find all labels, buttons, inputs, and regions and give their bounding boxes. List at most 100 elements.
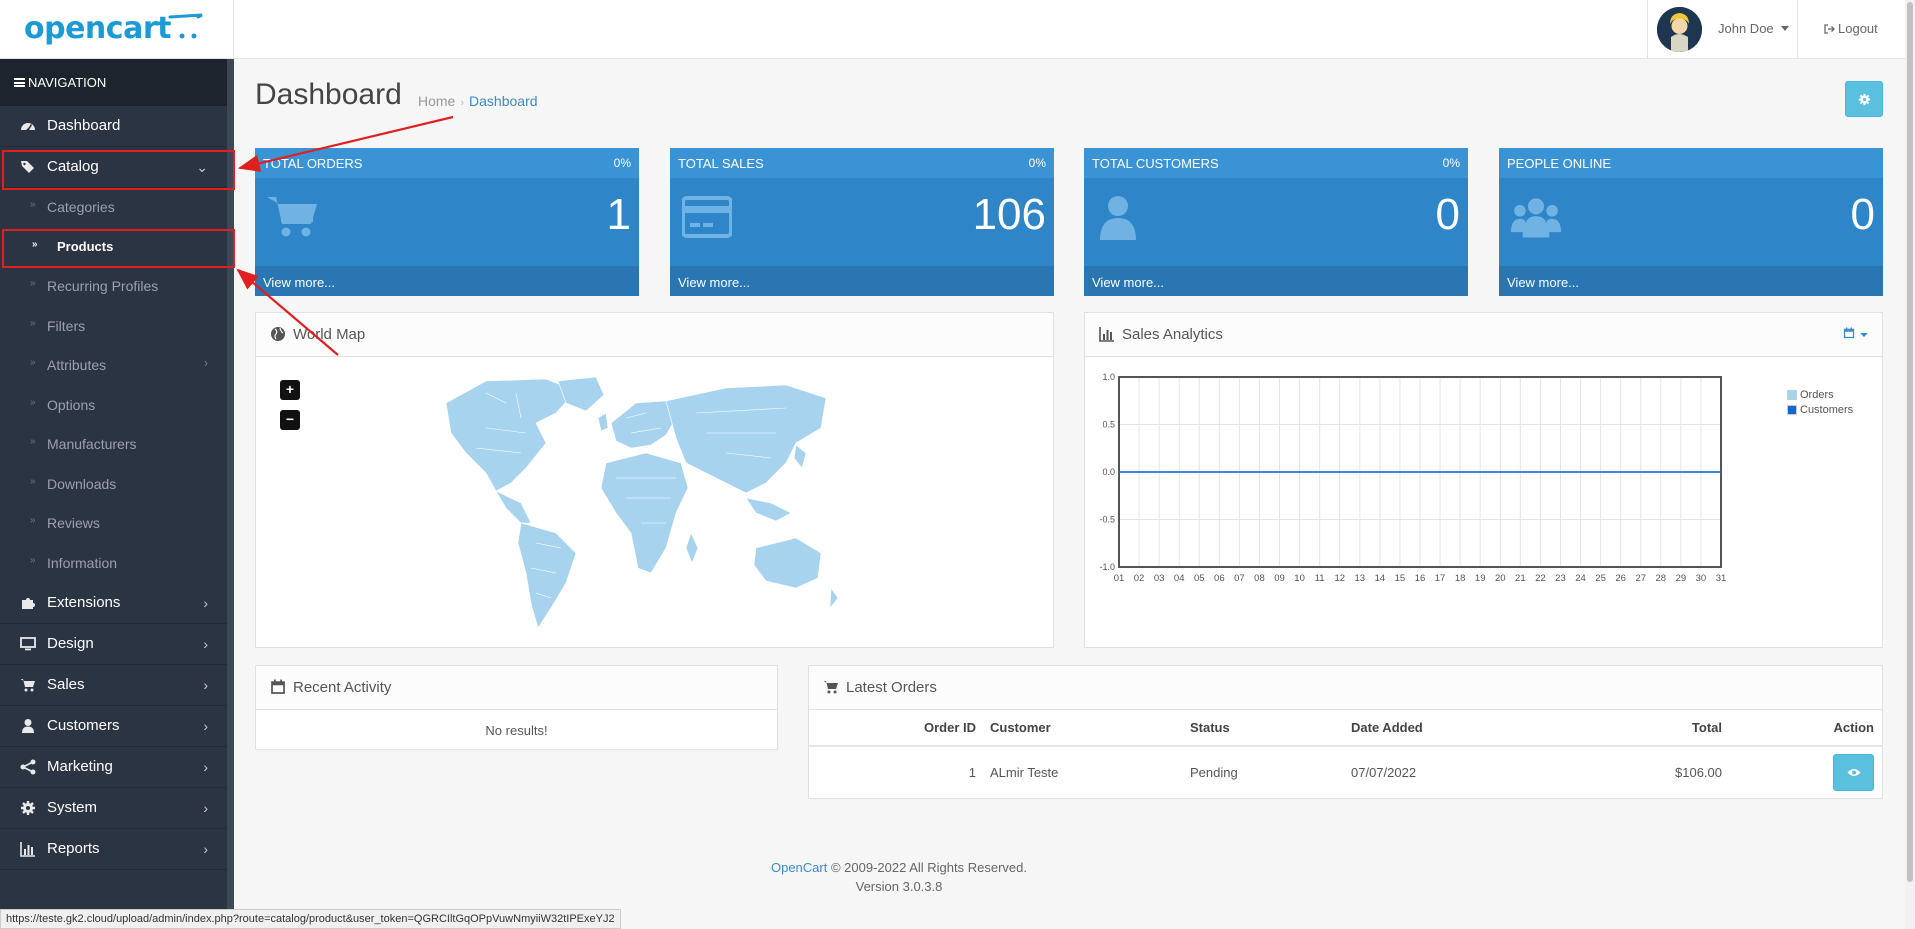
y-tick-label: 0.0: [1102, 467, 1115, 477]
sidebar-item-system[interactable]: System ›: [0, 788, 234, 829]
top-header: opencart John Doe Logout: [0, 0, 1905, 59]
sidebar-subitem-categories[interactable]: » Categories: [0, 188, 234, 228]
sidebar-subitem-label: Products: [57, 238, 114, 254]
x-tick-label: 17: [1435, 573, 1446, 584]
x-tick-label: 13: [1355, 573, 1366, 584]
breadcrumb-current[interactable]: Dashboard: [469, 93, 538, 109]
x-tick-label: 09: [1274, 573, 1285, 584]
tile-percent: 0%: [1442, 156, 1460, 170]
sales-analytics-panel: Sales Analytics 1.0 0.5 0.0 -0.5 -1.0 01 02 03 0…: [1084, 312, 1883, 648]
footer-brand-link[interactable]: OpenCart: [770, 860, 828, 875]
double-chevron-icon: »: [30, 317, 36, 329]
settings-button[interactable]: [1845, 81, 1883, 117]
sidebar-item-reports[interactable]: Reports ›: [0, 829, 234, 870]
page-scrollbar[interactable]: [1905, 0, 1915, 929]
sidebar-scrollbar[interactable]: [227, 59, 234, 929]
sidebar-item-label: Catalog: [47, 158, 99, 175]
double-chevron-icon: »: [30, 475, 36, 487]
view-more-link[interactable]: View more...: [1507, 275, 1580, 290]
column-header-date-added[interactable]: Date Added: [1351, 710, 1531, 747]
view-order-button[interactable]: [1833, 754, 1874, 791]
sidebar-subitem-label: Information: [47, 554, 118, 571]
chevron-right-icon: ›: [203, 595, 208, 611]
x-tick-label: 31: [1716, 573, 1727, 584]
user-menu[interactable]: John Doe: [1647, 0, 1797, 59]
column-header-action: Action: [1722, 710, 1882, 747]
sidebar-subitem-options[interactable]: » Options: [0, 385, 234, 425]
tile-total-customers: TOTAL CUSTOMERS 0% 0 View more...: [1084, 148, 1468, 296]
y-tick-label: -1.0: [1099, 562, 1115, 572]
view-more-link[interactable]: View more...: [263, 275, 336, 290]
world-map[interactable]: [426, 373, 846, 633]
logo[interactable]: opencart: [0, 0, 234, 59]
tile-title: TOTAL CUSTOMERS: [1092, 156, 1219, 171]
bar-chart-icon: [20, 842, 35, 857]
sidebar-subitem-label: Options: [47, 396, 96, 413]
sidebar-item-sales[interactable]: Sales ›: [0, 665, 234, 706]
double-chevron-icon: »: [30, 199, 36, 210]
chevron-right-icon: ›: [203, 800, 208, 816]
double-chevron-icon: »: [30, 436, 36, 447]
sidebar-item-label: System: [47, 799, 98, 816]
sidebar-item-extensions[interactable]: Extensions ›: [0, 583, 234, 624]
sidebar-item-design[interactable]: Design ›: [0, 624, 234, 665]
cart-icon: [20, 679, 35, 692]
tile-value: 106: [972, 190, 1046, 239]
chevron-right-icon: ›: [203, 677, 208, 693]
x-tick-label: 16: [1415, 573, 1426, 584]
sidebar-subitem-recurring-profiles[interactable]: » Recurring Profiles: [0, 267, 234, 307]
sidebar-subitem-label: Filters: [47, 317, 86, 334]
panel-title: Recent Activity: [293, 679, 392, 696]
chevron-right-icon: ›: [203, 759, 208, 775]
x-tick-label: 14: [1375, 573, 1386, 584]
calendar-icon: [1843, 327, 1855, 339]
breadcrumb-home[interactable]: Home: [418, 93, 456, 109]
sidebar-item-label: Customers: [47, 717, 120, 734]
logout-label: Logout: [1838, 21, 1878, 36]
sidebar-subitem-filters[interactable]: » Filters: [0, 306, 234, 346]
no-results-text: No results!: [485, 723, 548, 738]
tags-icon: [21, 161, 34, 173]
legend-item-orders: Orders: [1787, 387, 1853, 402]
legend-item-customers: Customers: [1787, 402, 1853, 417]
browser-status-bar: https://teste.gk2.cloud/upload/admin/ind…: [0, 909, 621, 929]
x-tick-label: 03: [1154, 573, 1165, 584]
sidebar-subitem-manufacturers[interactable]: » Manufacturers: [0, 425, 234, 465]
sidebar-subitem-downloads[interactable]: » Downloads: [0, 464, 234, 504]
column-header-status[interactable]: Status: [1190, 710, 1351, 747]
view-more-link[interactable]: View more...: [678, 275, 751, 290]
chevron-right-icon: ›: [203, 636, 208, 652]
date-range-dropdown[interactable]: [1843, 327, 1869, 342]
calendar-icon: [271, 679, 285, 694]
logout-link[interactable]: Logout: [1797, 0, 1905, 59]
view-more-link[interactable]: View more...: [1092, 275, 1165, 290]
column-header-customer[interactable]: Customer: [976, 710, 1190, 747]
sidebar-item-dashboard[interactable]: Dashboard: [0, 106, 234, 147]
x-tick-label: 15: [1395, 573, 1406, 584]
sidebar-subitem-label: Downloads: [47, 475, 117, 492]
column-header-total[interactable]: Total: [1531, 710, 1722, 747]
sidebar-subitem-information[interactable]: » Information: [0, 543, 234, 583]
scrollbar-thumb[interactable]: [1907, 2, 1913, 882]
x-tick-label: 10: [1294, 573, 1305, 584]
x-tick-label: 22: [1535, 573, 1546, 584]
sidebar-subitem-products[interactable]: » Products: [0, 227, 234, 267]
x-tick-label: 30: [1696, 573, 1707, 584]
sidebar-subitem-reviews[interactable]: » Reviews: [0, 504, 234, 544]
user-icon: [22, 719, 34, 733]
zoom-out-button[interactable]: −: [280, 410, 300, 430]
x-tick-label: 07: [1234, 573, 1245, 584]
tile-people-online: PEOPLE ONLINE 0 View more...: [1499, 148, 1883, 296]
panel-title: Sales Analytics: [1122, 326, 1223, 343]
sales-chart: 1.0 0.5 0.0 -0.5 -1.0 01 02 03 04 05 06 07 08 09 10 11 1…: [1085, 357, 1886, 649]
sidebar-item-catalog[interactable]: Catalog ⌄: [0, 147, 234, 188]
sidebar-subitem-label: Attributes: [47, 357, 107, 373]
x-tick-label: 25: [1595, 573, 1606, 584]
sidebar-subitem-attributes[interactable]: » Attributes ›: [0, 346, 234, 386]
column-header-order-id[interactable]: Order ID: [809, 710, 976, 747]
sidebar-item-marketing[interactable]: Marketing ›: [0, 747, 234, 788]
zoom-in-button[interactable]: +: [280, 380, 300, 400]
tile-title: PEOPLE ONLINE: [1507, 156, 1612, 171]
x-tick-label: 01: [1114, 573, 1125, 584]
sidebar-item-customers[interactable]: Customers ›: [0, 706, 234, 747]
